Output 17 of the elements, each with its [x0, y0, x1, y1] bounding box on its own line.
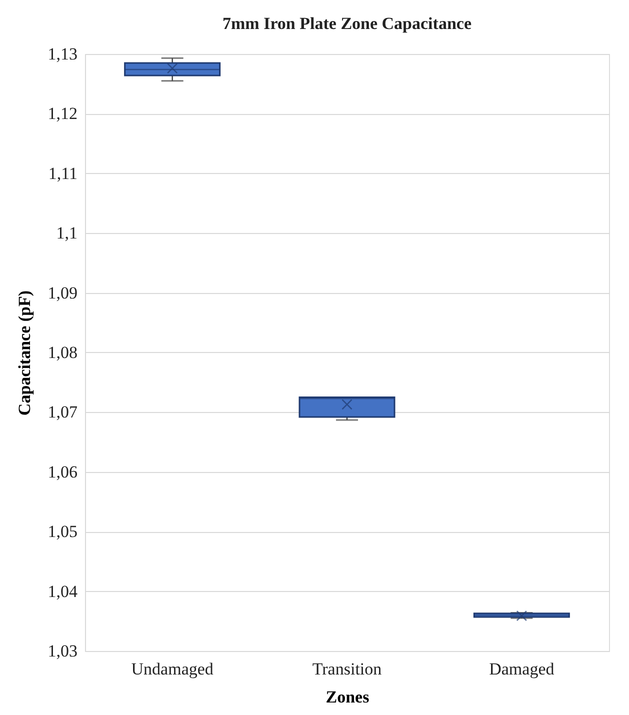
chart-title: 7mm Iron Plate Zone Capacitance: [222, 14, 472, 33]
y-tick-label: 1,07: [48, 402, 78, 422]
x-axis-title: Zones: [326, 688, 370, 706]
y-tick-label: 1,03: [48, 642, 78, 660]
y-tick-label: 1,1: [56, 224, 78, 243]
y-tick-label: 1,12: [48, 104, 78, 124]
y-tick-label: 1,04: [48, 582, 78, 601]
x-tick-label: Transition: [312, 660, 382, 678]
y-tick-label: 1,08: [48, 343, 78, 362]
y-axis-title: Capacitance (pF): [14, 290, 34, 416]
y-tick-label: 1,06: [48, 462, 78, 482]
y-tick-label: 1,11: [48, 164, 78, 183]
y-tick-label: 1,13: [48, 44, 78, 64]
x-tick-label: Damaged: [489, 660, 555, 678]
y-tick-label: 1,05: [48, 522, 78, 542]
y-tick-label: 1,09: [48, 283, 78, 302]
x-tick-label: Undamaged: [131, 660, 214, 678]
